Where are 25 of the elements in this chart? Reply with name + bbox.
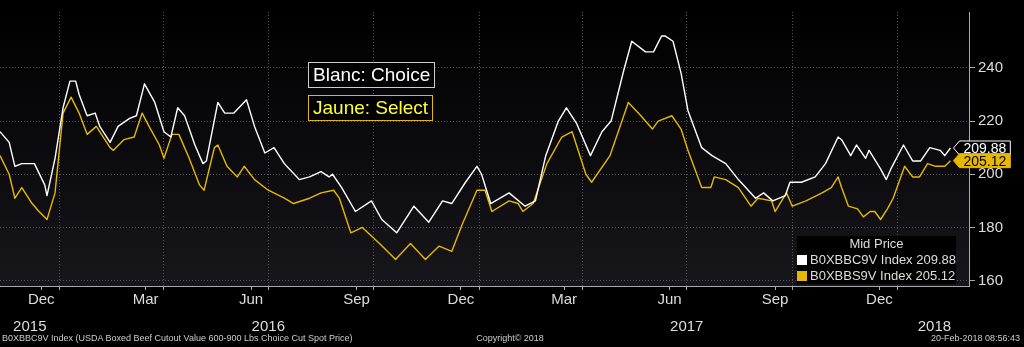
x-tick-label: Mar [132,290,159,308]
x-tick-label: Mar [551,290,578,308]
y-tick-label: 220 [977,111,1003,129]
y-tick-label: 160 [977,270,1003,288]
x-tick-label: Dec [27,290,56,308]
x2-tick-label: 2016 [251,317,285,335]
x-tick-label: Dec [866,290,894,308]
x2-tick-label: 2017 [670,317,704,335]
y-tick-label: 180 [977,217,1003,235]
x-tick-label: Jun [657,290,682,308]
x2-tick-label: 2015 [13,317,47,335]
x-tick-label: Dec [447,290,475,308]
text: B0XBBC9V Index (USDA Boxed Beef Cutout Value 600-900 Lbs Choice Cut Spot Price) [2,333,353,343]
x-tick-label: Sep [343,290,370,308]
x-tick-label: Jun [239,290,264,308]
text: 20-Feb-2018 08:56:43 [930,333,1020,343]
x-tick-label: Sep [761,290,789,308]
text: Copyright© 2018 [476,333,544,343]
y-tick-label: 240 [977,58,1003,75]
annotation: Blanc: Choice [308,62,436,88]
x2-tick-label: 2018 [917,317,952,335]
annotation: Jaune: Select [308,95,434,121]
legend-title: Mid Price [848,236,905,252]
legend-label: B0XBBC9V Index 209.88 [809,252,956,268]
legend-label: B0XBBS9V Index 205.12 [809,268,956,284]
